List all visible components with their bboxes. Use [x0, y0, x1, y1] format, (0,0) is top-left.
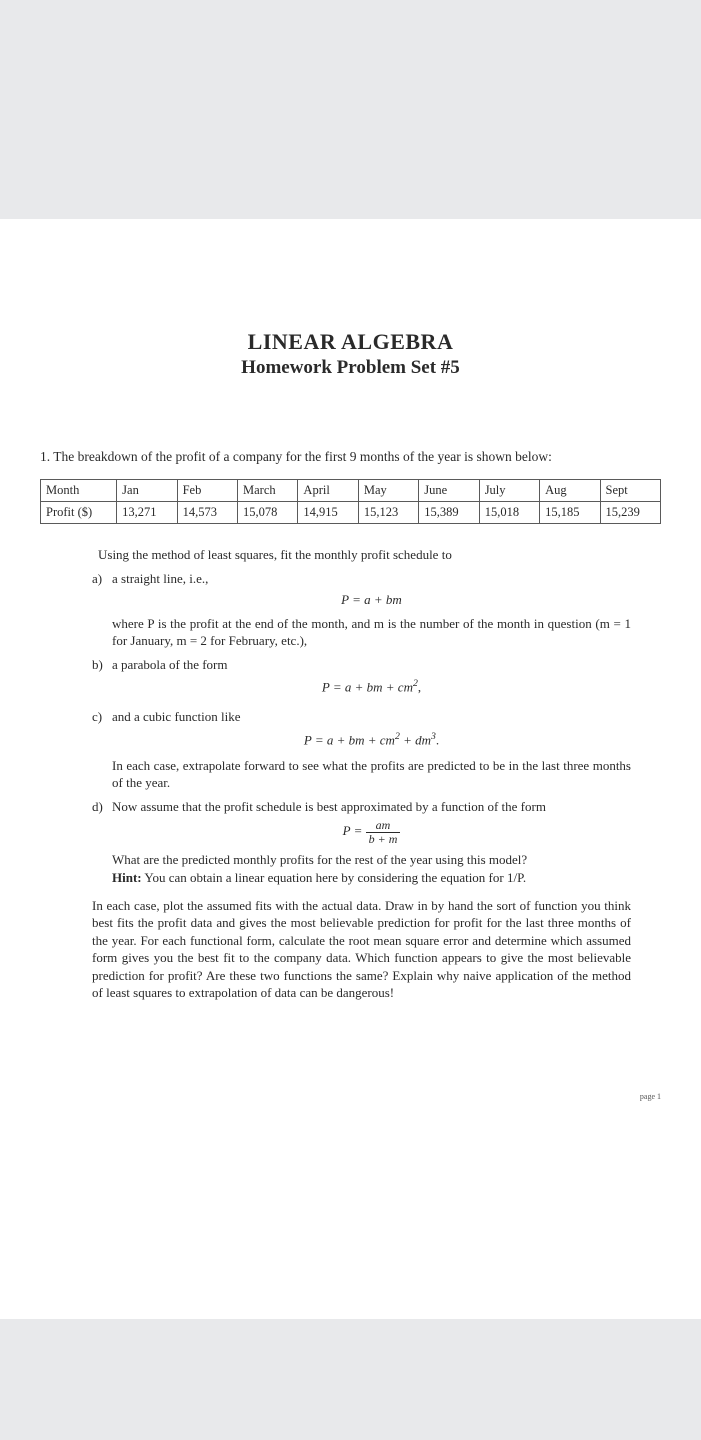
part-a-text: a straight line, i.e.,: [112, 570, 631, 588]
eq-text: .: [436, 732, 439, 747]
table-cell: Aug: [540, 480, 600, 502]
part-d-text: Now assume that the profit schedule is b…: [112, 798, 631, 816]
part-letter: b): [92, 656, 112, 702]
page-footer: page 1: [40, 1092, 661, 1101]
closing-paragraph: In each case, plot the assumed fits with…: [92, 897, 631, 1002]
equation-linear: P = a + bm: [112, 591, 631, 609]
part-letter: c): [92, 708, 112, 792]
equation-rational: P = amb + m: [112, 819, 631, 845]
table-row: Month Jan Feb March April May June July …: [41, 480, 661, 502]
part-a-after: where P is the profit at the end of the …: [112, 615, 631, 650]
viewer-top-margin: [0, 0, 701, 219]
document-page: LINEAR ALGEBRA Homework Problem Set #5 1…: [0, 219, 701, 1319]
fraction: amb + m: [366, 819, 401, 845]
eq-lhs: P =: [343, 823, 366, 838]
table-row: Profit ($) 13,271 14,573 15,078 14,915 1…: [41, 502, 661, 524]
part-c: c) and a cubic function like P = a + bm …: [92, 708, 631, 792]
question-number: 1.: [40, 449, 50, 464]
title-main: LINEAR ALGEBRA: [40, 329, 661, 355]
part-letter: d): [92, 798, 112, 887]
eq-text: + dm: [400, 732, 431, 747]
row-label: Month: [41, 480, 117, 502]
part-c-after: In each case, extrapolate forward to see…: [112, 757, 631, 792]
equation-parabola: P = a + bm + cm2,: [112, 677, 631, 696]
part-c-text: and a cubic function like: [112, 708, 631, 726]
hint-text: You can obtain a linear equation here by…: [142, 870, 527, 885]
table-cell: June: [419, 480, 479, 502]
table-cell: March: [238, 480, 298, 502]
eq-text: P = a + bm + cm: [304, 732, 395, 747]
lead-text: Using the method of least squares, fit t…: [98, 546, 631, 564]
row-label: Profit ($): [41, 502, 117, 524]
table-cell: 15,185: [540, 502, 600, 524]
part-d-after: What are the predicted monthly profits f…: [112, 851, 631, 869]
table-cell: Sept: [600, 480, 660, 502]
table-cell: July: [479, 480, 539, 502]
part-letter: a): [92, 570, 112, 650]
table-cell: 13,271: [117, 502, 177, 524]
part-b-text: a parabola of the form: [112, 656, 631, 674]
profit-table: Month Jan Feb March April May June July …: [40, 479, 661, 524]
table-cell: 15,123: [358, 502, 418, 524]
table-cell: 15,078: [238, 502, 298, 524]
table-cell: Feb: [177, 480, 237, 502]
table-cell: 15,018: [479, 502, 539, 524]
title-sub: Homework Problem Set #5: [40, 357, 661, 379]
question-intro-text: The breakdown of the profit of a company…: [53, 449, 552, 464]
part-a: a) a straight line, i.e., P = a + bm whe…: [92, 570, 631, 650]
question-intro: 1. The breakdown of the profit of a comp…: [40, 449, 661, 465]
title-block: LINEAR ALGEBRA Homework Problem Set #5: [40, 329, 661, 379]
fraction-numerator: am: [366, 819, 401, 833]
table-cell: May: [358, 480, 418, 502]
table-cell: 14,915: [298, 502, 358, 524]
table-cell: 14,573: [177, 502, 237, 524]
table-cell: Jan: [117, 480, 177, 502]
hint-label: Hint:: [112, 870, 142, 885]
part-d-hint: Hint: You can obtain a linear equation h…: [112, 869, 631, 887]
eq-text: P = a + bm + cm: [322, 680, 413, 695]
question-body: Using the method of least squares, fit t…: [92, 546, 631, 1002]
table-cell: April: [298, 480, 358, 502]
equation-cubic: P = a + bm + cm2 + dm3.: [112, 730, 631, 749]
part-b: b) a parabola of the form P = a + bm + c…: [92, 656, 631, 702]
table-cell: 15,389: [419, 502, 479, 524]
fraction-denominator: b + m: [366, 833, 401, 846]
part-d: d) Now assume that the profit schedule i…: [92, 798, 631, 887]
table-cell: 15,239: [600, 502, 660, 524]
eq-text: ,: [418, 680, 421, 695]
